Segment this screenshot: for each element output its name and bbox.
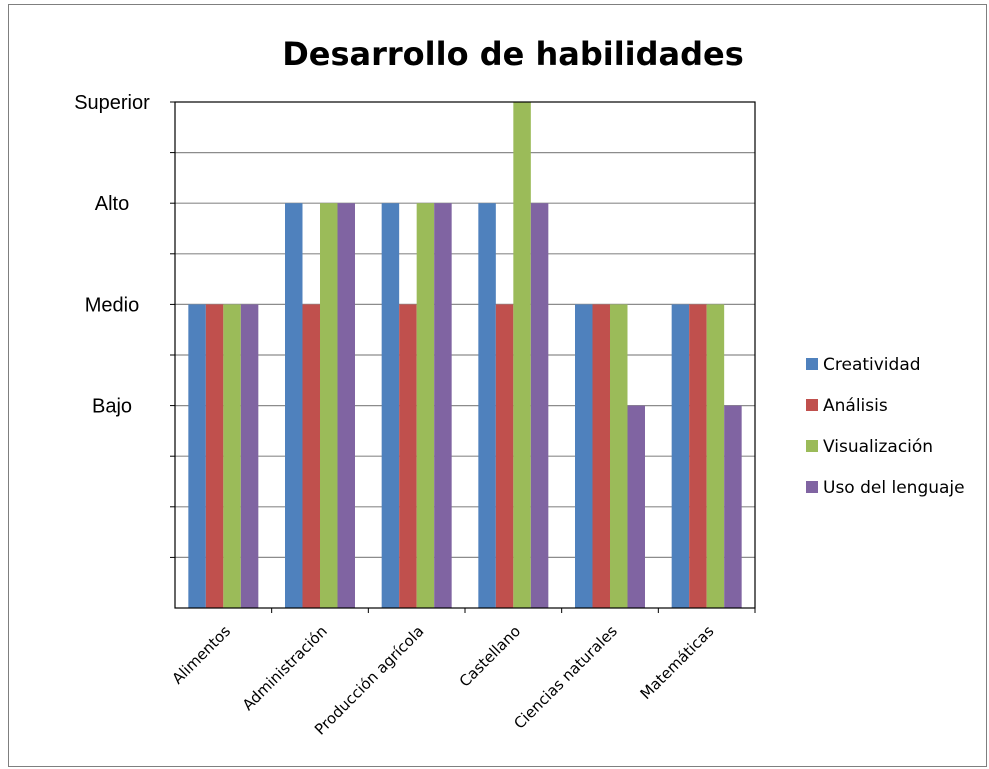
bar-visualización-6 bbox=[706, 304, 725, 608]
y-level-label: Alto bbox=[95, 193, 129, 215]
bar-análisis-5 bbox=[592, 304, 610, 608]
bar-análisis-6 bbox=[689, 304, 707, 608]
x-category-label: Producción agrícola bbox=[311, 622, 428, 739]
bar-visualización-4 bbox=[513, 102, 531, 608]
y-axis-labels: Bajo Medio Alto Superior bbox=[74, 92, 150, 418]
x-category-label: Administración bbox=[239, 622, 331, 714]
bar-uso-del-lenguaje-6 bbox=[724, 405, 742, 608]
bar-uso-del-lenguaje-3 bbox=[434, 203, 452, 608]
bar-creatividad-5 bbox=[575, 304, 593, 608]
y-level-label: Bajo bbox=[92, 396, 132, 418]
legend-swatch bbox=[806, 481, 818, 493]
x-category-label: Matemáticas bbox=[637, 622, 718, 703]
legend-label: Uso del lenguaje bbox=[823, 478, 965, 498]
bar-creatividad-3 bbox=[381, 203, 400, 608]
y-level-label: Medio bbox=[85, 294, 139, 316]
bar-análisis-1 bbox=[205, 304, 224, 608]
bar-creatividad-4 bbox=[478, 203, 496, 608]
bar-visualización-5 bbox=[610, 304, 628, 608]
bar-visualización-3 bbox=[416, 203, 435, 608]
legend-swatch bbox=[806, 399, 818, 411]
bar-creatividad-2 bbox=[285, 203, 303, 608]
legend: Creatividad Análisis Visualización Uso del … bbox=[806, 355, 965, 498]
bar-análisis-4 bbox=[495, 304, 514, 608]
legend-label: Análisis bbox=[823, 396, 888, 416]
gridlines bbox=[170, 101, 755, 559]
plot-area bbox=[174, 101, 756, 609]
x-category-label: Alimentos bbox=[169, 622, 235, 688]
bar-uso-del-lenguaje-1 bbox=[240, 304, 259, 608]
legend-label: Creatividad bbox=[823, 355, 921, 375]
legend-swatch bbox=[806, 358, 818, 370]
bar-análisis-3 bbox=[399, 304, 417, 608]
bar-análisis-2 bbox=[302, 304, 320, 608]
chart-title: Desarrollo de habilidades bbox=[282, 35, 744, 73]
bar-creatividad-6 bbox=[671, 304, 690, 608]
bar-visualización-2 bbox=[320, 203, 338, 608]
legend-label: Visualización bbox=[823, 437, 933, 457]
bar-uso-del-lenguaje-5 bbox=[627, 405, 645, 608]
bar-visualización-1 bbox=[223, 304, 241, 608]
legend-swatch bbox=[806, 440, 818, 452]
bar-uso-del-lenguaje-2 bbox=[337, 203, 355, 608]
bar-creatividad-1 bbox=[188, 304, 206, 608]
y-level-label: Superior bbox=[74, 92, 150, 114]
x-category-label: Ciencias naturales bbox=[510, 622, 621, 733]
x-category-label: Castellano bbox=[456, 622, 524, 690]
bar-uso-del-lenguaje-4 bbox=[530, 203, 549, 608]
bars bbox=[188, 102, 756, 613]
